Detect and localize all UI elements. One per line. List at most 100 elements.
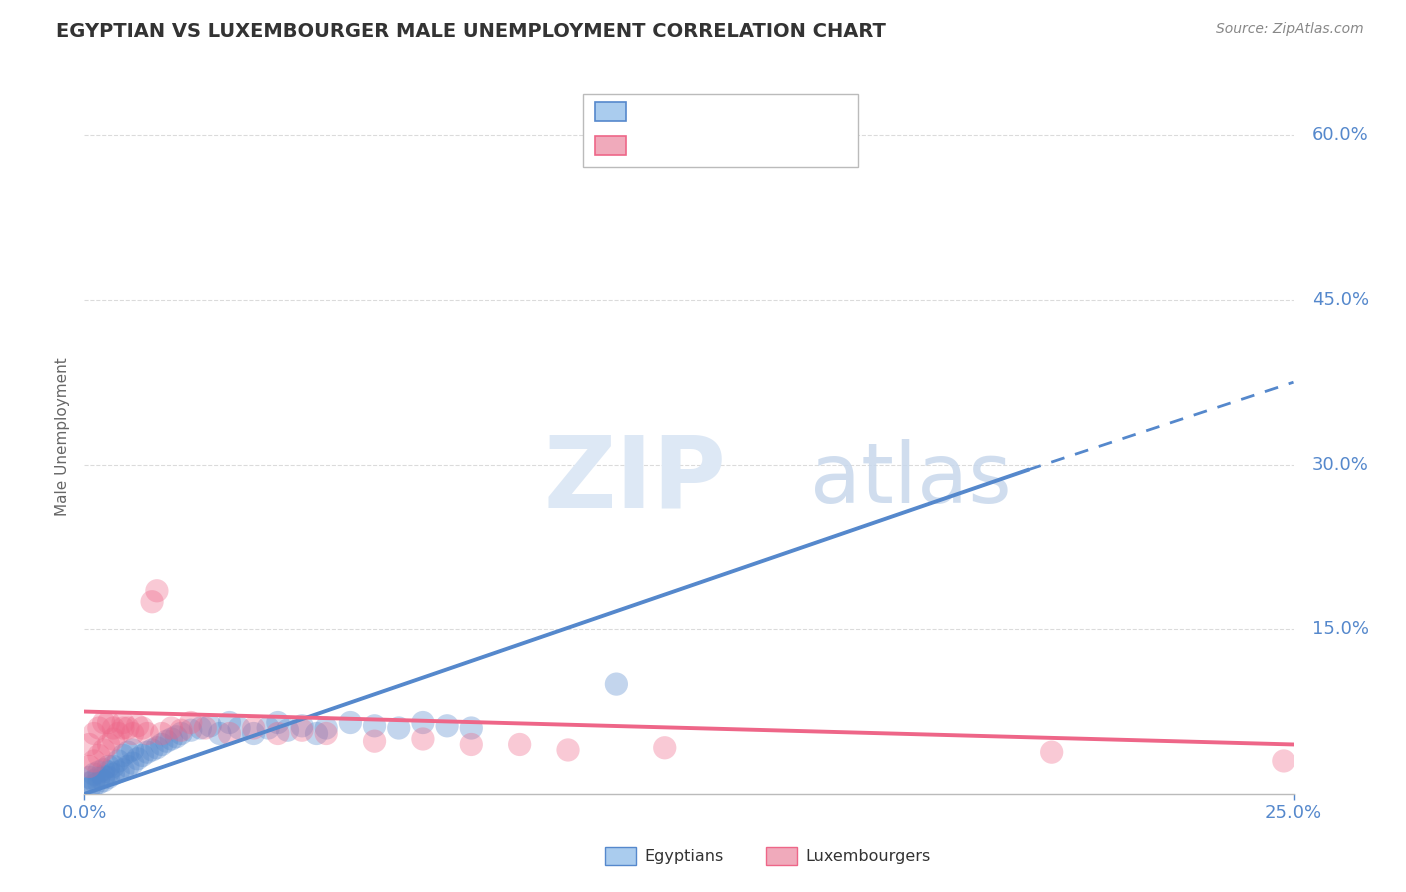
Point — [77, 776, 100, 790]
Point — [93, 769, 115, 783]
Point — [208, 726, 231, 740]
Text: Source: ZipAtlas.com: Source: ZipAtlas.com — [1216, 22, 1364, 37]
Point — [121, 743, 143, 757]
Point — [460, 738, 482, 752]
Point — [165, 730, 187, 744]
Point — [97, 759, 120, 773]
Point — [388, 721, 411, 735]
Point — [103, 731, 125, 746]
Point — [190, 721, 212, 735]
Point — [228, 721, 250, 735]
Point — [194, 721, 217, 735]
Point — [160, 721, 183, 735]
Point — [83, 773, 105, 788]
Text: Egyptians: Egyptians — [644, 849, 723, 863]
Point — [242, 721, 264, 735]
Point — [112, 748, 135, 763]
Point — [412, 715, 434, 730]
Text: 15.0%: 15.0% — [1312, 620, 1368, 638]
Text: 30.0%: 30.0% — [1312, 456, 1368, 474]
Point — [218, 715, 240, 730]
Point — [117, 745, 139, 759]
Point — [155, 734, 177, 748]
Point — [83, 754, 105, 768]
Point — [150, 738, 173, 752]
Point — [180, 715, 202, 730]
Point — [146, 583, 169, 598]
Point — [131, 748, 153, 763]
Point — [605, 677, 627, 691]
Point — [77, 771, 100, 785]
Point — [291, 719, 314, 733]
Point — [150, 726, 173, 740]
Point — [146, 740, 169, 755]
Point — [141, 743, 163, 757]
Text: atlas: atlas — [810, 440, 1011, 520]
Point — [103, 721, 125, 735]
Point — [112, 715, 135, 730]
Point — [87, 764, 110, 779]
Point — [117, 759, 139, 773]
Point — [305, 726, 328, 740]
Point — [180, 723, 202, 738]
Point — [83, 778, 105, 792]
Point — [112, 721, 135, 735]
Point — [103, 767, 125, 781]
Text: Luxembourgers: Luxembourgers — [806, 849, 931, 863]
Point — [276, 723, 298, 738]
Point — [87, 776, 110, 790]
Point — [242, 726, 264, 740]
Point — [93, 763, 115, 777]
Point — [93, 715, 115, 730]
Y-axis label: Male Unemployment: Male Unemployment — [55, 358, 70, 516]
Text: R = -0.129   N = 40: R = -0.129 N = 40 — [634, 138, 806, 153]
Point — [509, 738, 531, 752]
Point — [107, 726, 129, 740]
Point — [136, 726, 159, 740]
Point — [141, 595, 163, 609]
Point — [267, 726, 290, 740]
Point — [121, 756, 143, 771]
Point — [77, 759, 100, 773]
Point — [127, 752, 149, 766]
Point — [97, 764, 120, 779]
Point — [557, 743, 579, 757]
Text: 60.0%: 60.0% — [1312, 126, 1368, 145]
Point — [127, 719, 149, 733]
Point — [112, 763, 135, 777]
Point — [1040, 745, 1063, 759]
Point — [218, 726, 240, 740]
Text: 45.0%: 45.0% — [1312, 291, 1369, 309]
Point — [103, 759, 125, 773]
Point — [170, 723, 193, 738]
Point — [363, 734, 385, 748]
Point — [93, 773, 115, 788]
Point — [93, 743, 115, 757]
Point — [460, 721, 482, 735]
Point — [131, 721, 153, 735]
Point — [267, 715, 290, 730]
Point — [97, 771, 120, 785]
Point — [136, 745, 159, 759]
Text: EGYPTIAN VS LUXEMBOURGER MALE UNEMPLOYMENT CORRELATION CHART: EGYPTIAN VS LUXEMBOURGER MALE UNEMPLOYME… — [56, 22, 886, 41]
Point — [170, 726, 193, 740]
Point — [83, 726, 105, 740]
Point — [412, 731, 434, 746]
Point — [77, 738, 100, 752]
Text: ZIP: ZIP — [544, 432, 727, 528]
Point — [436, 719, 458, 733]
Point — [160, 731, 183, 746]
Point — [107, 764, 129, 779]
Point — [83, 767, 105, 781]
Point — [257, 721, 280, 735]
Point — [654, 740, 676, 755]
Point — [363, 719, 385, 733]
Point — [315, 726, 337, 740]
Point — [315, 721, 337, 735]
Point — [97, 738, 120, 752]
Point — [291, 723, 314, 738]
Point — [77, 781, 100, 796]
Point — [87, 771, 110, 785]
Point — [97, 715, 120, 730]
Text: R =  0.663   N = 56: R = 0.663 N = 56 — [634, 104, 804, 119]
